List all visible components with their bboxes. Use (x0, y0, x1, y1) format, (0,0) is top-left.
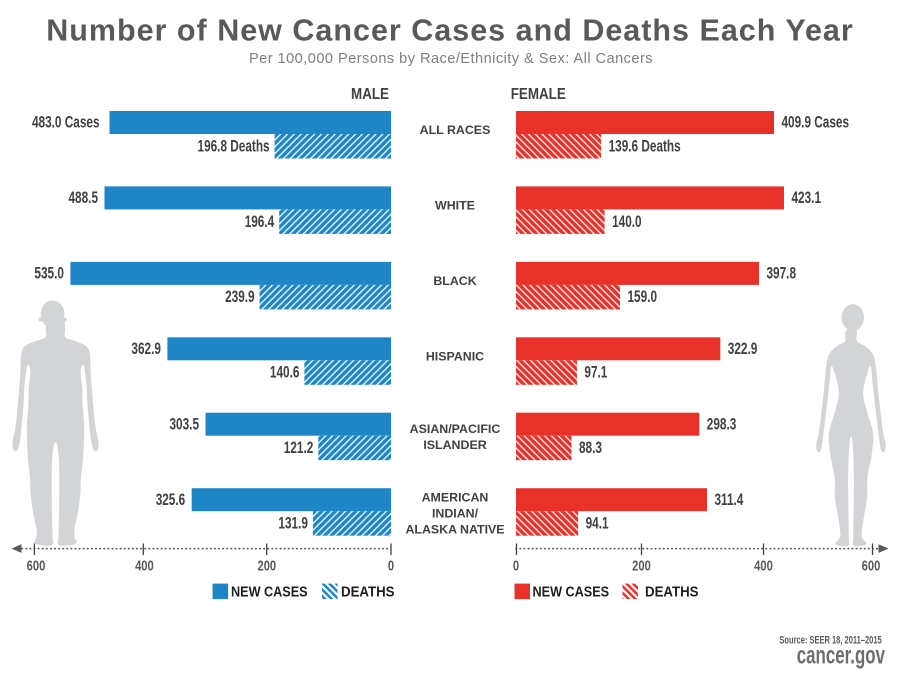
svg-text:Number of New Cancer Cases and: Number of New Cancer Cases and Deaths Ea… (46, 14, 854, 48)
svg-text:121.2: 121.2 (284, 439, 314, 457)
svg-text:FEMALE: FEMALE (511, 86, 566, 103)
svg-text:322.9: 322.9 (728, 340, 758, 358)
svg-text:239.9: 239.9 (225, 288, 255, 306)
svg-text:cancer.gov: cancer.gov (797, 642, 885, 669)
svg-text:311.4: 311.4 (715, 491, 744, 509)
svg-text:WHITE: WHITE (435, 198, 475, 212)
svg-text:MALE: MALE (351, 86, 389, 103)
svg-text:200: 200 (257, 557, 276, 574)
svg-text:Per 100,000 Persons by Race/Et: Per 100,000 Persons by Race/Ethnicity & … (249, 51, 653, 67)
svg-text:ALASKA NATIVE: ALASKA NATIVE (405, 522, 504, 536)
svg-text:NEW CASES: NEW CASES (533, 583, 610, 600)
svg-text:200: 200 (632, 557, 651, 574)
svg-text:94.1: 94.1 (586, 515, 609, 533)
svg-text:DEATHS: DEATHS (341, 583, 395, 600)
svg-text:Source: SEER 18, 2011–2015: Source: SEER 18, 2011–2015 (779, 634, 882, 647)
svg-text:325.6: 325.6 (156, 491, 186, 509)
svg-text:488.5: 488.5 (68, 189, 98, 207)
svg-text:0: 0 (388, 557, 394, 574)
svg-text:NEW CASES: NEW CASES (231, 583, 308, 600)
svg-text:ISLANDER: ISLANDER (423, 438, 486, 452)
svg-text:303.5: 303.5 (169, 416, 199, 434)
svg-text:88.3: 88.3 (579, 439, 602, 457)
svg-text:362.9: 362.9 (131, 340, 161, 358)
svg-text:ALL RACES: ALL RACES (420, 123, 491, 137)
svg-text:400: 400 (135, 557, 154, 574)
svg-text:HISPANIC: HISPANIC (426, 349, 484, 363)
svg-text:ASIAN/PACIFIC: ASIAN/PACIFIC (410, 422, 501, 436)
svg-text:INDIAN/: INDIAN/ (432, 506, 479, 520)
svg-text:409.9 Cases: 409.9 Cases (782, 114, 850, 132)
svg-text:140.0: 140.0 (612, 213, 642, 231)
svg-text:196.8 Deaths: 196.8 Deaths (198, 138, 270, 156)
svg-text:535.0: 535.0 (34, 265, 64, 283)
svg-text:483.0 Cases: 483.0 Cases (32, 114, 100, 132)
svg-text:131.9: 131.9 (278, 515, 308, 533)
svg-text:397.8: 397.8 (767, 265, 797, 283)
svg-text:196.4: 196.4 (245, 213, 275, 231)
svg-text:AMERICAN: AMERICAN (422, 490, 489, 504)
svg-text:159.0: 159.0 (628, 288, 658, 306)
svg-text:400: 400 (754, 557, 773, 574)
svg-text:298.3: 298.3 (707, 416, 737, 434)
svg-text:97.1: 97.1 (584, 364, 607, 382)
svg-text:0: 0 (513, 557, 519, 574)
svg-text:600: 600 (27, 557, 46, 574)
svg-text:140.6: 140.6 (270, 364, 300, 382)
svg-text:DEATHS: DEATHS (645, 583, 699, 600)
svg-text:139.6 Deaths: 139.6 Deaths (609, 138, 681, 156)
svg-text:423.1: 423.1 (792, 189, 822, 207)
svg-text:BLACK: BLACK (433, 274, 476, 288)
svg-text:600: 600 (862, 557, 881, 574)
